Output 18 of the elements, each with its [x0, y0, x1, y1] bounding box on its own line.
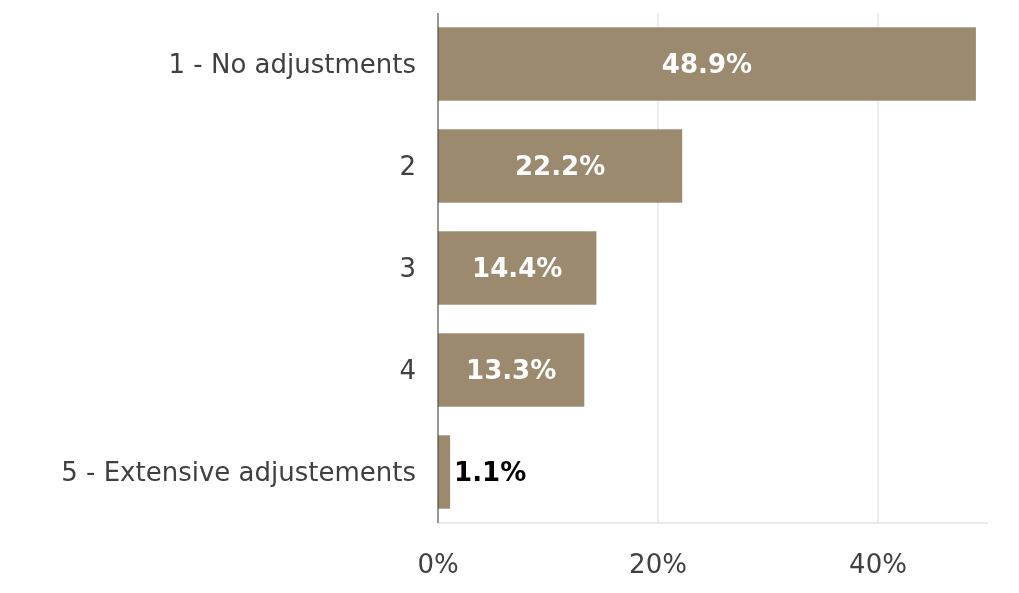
- data-label: 14.4%: [472, 253, 563, 284]
- y-tick-label: 3: [399, 253, 416, 284]
- bar: [438, 27, 976, 101]
- x-tick-label: 40%: [849, 549, 907, 579]
- y-tick-label: 1 - No adjustments: [168, 49, 416, 80]
- x-tick-label: 20%: [629, 549, 687, 579]
- bar: [438, 333, 585, 407]
- data-label: 48.9%: [661, 49, 753, 80]
- y-tick-label: 4: [399, 355, 416, 386]
- bar: [438, 129, 683, 203]
- x-tick-label: 0%: [417, 549, 459, 579]
- y-tick-label: 5 - Extensive adjustements: [61, 457, 416, 488]
- bar: [438, 231, 597, 305]
- data-label: 13.3%: [466, 355, 557, 386]
- data-label: 1.1%: [454, 457, 527, 488]
- bar: [438, 435, 451, 509]
- y-tick-label: 2: [399, 151, 416, 182]
- data-label: 22.2%: [515, 151, 606, 182]
